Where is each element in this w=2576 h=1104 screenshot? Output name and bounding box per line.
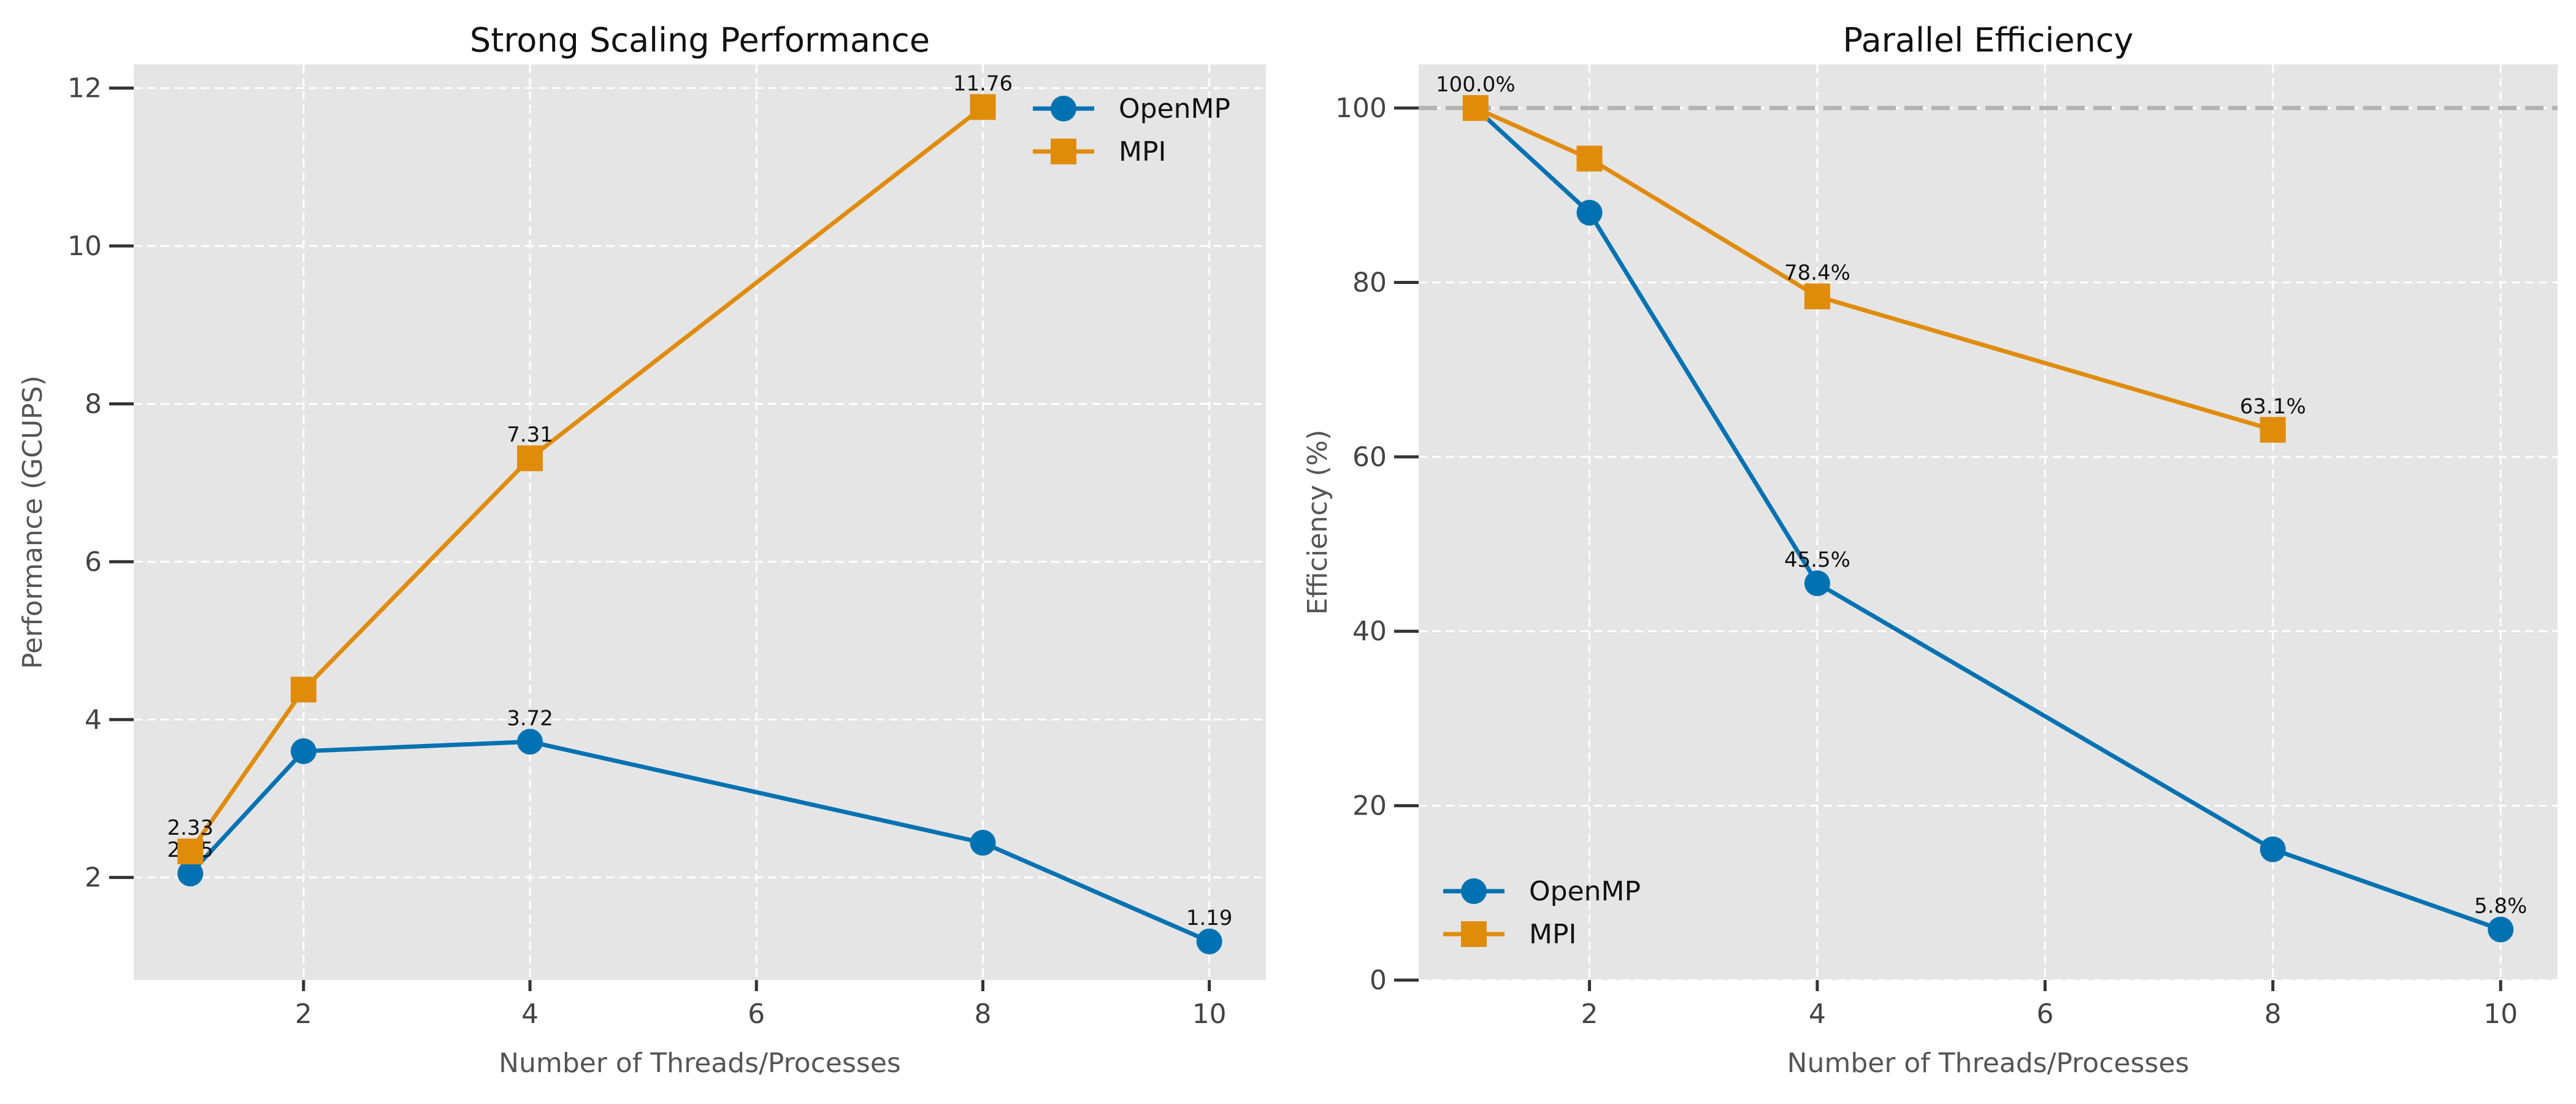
- data-label: 7.31: [507, 423, 553, 447]
- y-tick-label: 2: [85, 862, 102, 894]
- series-mpi: 100.0% 78.4% 63.1%: [1436, 72, 2306, 443]
- legend-marker: [1051, 96, 1076, 121]
- data-label: 100.0%: [1436, 72, 1516, 97]
- data-point: [1576, 145, 1603, 172]
- series-openmp: 45.5% 5.8%: [1462, 95, 2527, 943]
- y-tick-label: 60: [1352, 442, 1387, 473]
- legend-entry: MPI: [1529, 919, 1576, 950]
- data-point: [2260, 416, 2286, 443]
- data-point: [1804, 570, 1830, 597]
- x-tick-label: 6: [2036, 999, 2053, 1030]
- data-point: [290, 677, 316, 703]
- y-tick-label: 80: [1352, 267, 1387, 298]
- y-tick-label: 20: [1352, 791, 1387, 822]
- x-axis-label: Number of Threads/Processes: [499, 1048, 901, 1079]
- legend: OpenMP MPI: [1443, 876, 1641, 950]
- y-tick-label: 8: [85, 388, 102, 420]
- data-point: [970, 830, 996, 856]
- y-tick-label: 40: [1352, 616, 1387, 647]
- legend-marker: [1461, 878, 1487, 904]
- chart-title: Strong Scaling Performance: [470, 21, 930, 59]
- data-label: 3.72: [507, 706, 553, 730]
- y-tick-label: 100: [1335, 93, 1387, 124]
- x-tick-label: 6: [748, 999, 765, 1030]
- y-tick-label: 4: [85, 704, 102, 735]
- x-tick-label: 10: [2483, 999, 2518, 1030]
- plot-area: [134, 64, 1266, 980]
- series-mpi: 2.33 7.31 11.76: [167, 72, 1013, 865]
- y-tick-label: 12: [67, 73, 102, 104]
- data-point: [177, 861, 204, 887]
- data-point: [517, 729, 543, 755]
- legend-marker: [1461, 921, 1487, 947]
- y-tick-label: 0: [1370, 965, 1387, 996]
- series-line: [1474, 105, 2274, 432]
- x-tick-label: 8: [975, 999, 992, 1030]
- legend-entry: MPI: [1119, 136, 1166, 167]
- data-point: [1462, 95, 1489, 121]
- data-label: 2.33: [167, 816, 213, 840]
- data-point: [517, 445, 543, 472]
- x-axis-label: Number of Threads/Processes: [1787, 1048, 2190, 1079]
- plot-area: [1419, 64, 2558, 980]
- y-axis-label: Efficiency (%): [1302, 429, 1333, 615]
- legend: OpenMP MPI: [1033, 93, 1230, 167]
- grid: [134, 64, 1266, 980]
- data-label: 5.8%: [2474, 894, 2527, 919]
- legend-marker: [1051, 139, 1076, 164]
- y-tick-label: 6: [85, 546, 102, 578]
- data-label: 11.76: [953, 72, 1013, 96]
- data-point: [1804, 283, 1830, 310]
- x-tick-label: 4: [521, 999, 539, 1030]
- x-tick-label: 4: [1809, 999, 1826, 1030]
- x-tick-label: 10: [1192, 999, 1227, 1030]
- y-axis-label: Performance (GCUPS): [17, 375, 48, 669]
- data-point: [2260, 836, 2286, 862]
- x-tick-label: 2: [295, 999, 312, 1030]
- x-tick-label: 2: [1581, 999, 1598, 1030]
- data-point: [2488, 916, 2514, 943]
- data-label: 78.4%: [1784, 261, 1850, 285]
- x-tick-label: 8: [2264, 999, 2282, 1030]
- data-label: 1.19: [1186, 906, 1233, 930]
- data-label: 45.5%: [1784, 548, 1850, 572]
- data-point: [290, 738, 316, 764]
- data-point: [970, 94, 996, 120]
- legend-entry: OpenMP: [1119, 93, 1230, 125]
- data-point: [1196, 928, 1222, 954]
- legend-entry: OpenMP: [1529, 876, 1641, 907]
- data-label: 63.1%: [2240, 394, 2306, 419]
- chart-strong-scaling: 2 4 6 8 10 2 4 6 8 10 12 Strong Scaling Performance…: [17, 21, 1266, 1079]
- data-point: [177, 838, 204, 865]
- series-line: [188, 105, 984, 853]
- y-tick-label: 10: [67, 231, 102, 262]
- data-point: [1576, 199, 1603, 226]
- chart-title: Parallel Efficiency: [1842, 21, 2133, 59]
